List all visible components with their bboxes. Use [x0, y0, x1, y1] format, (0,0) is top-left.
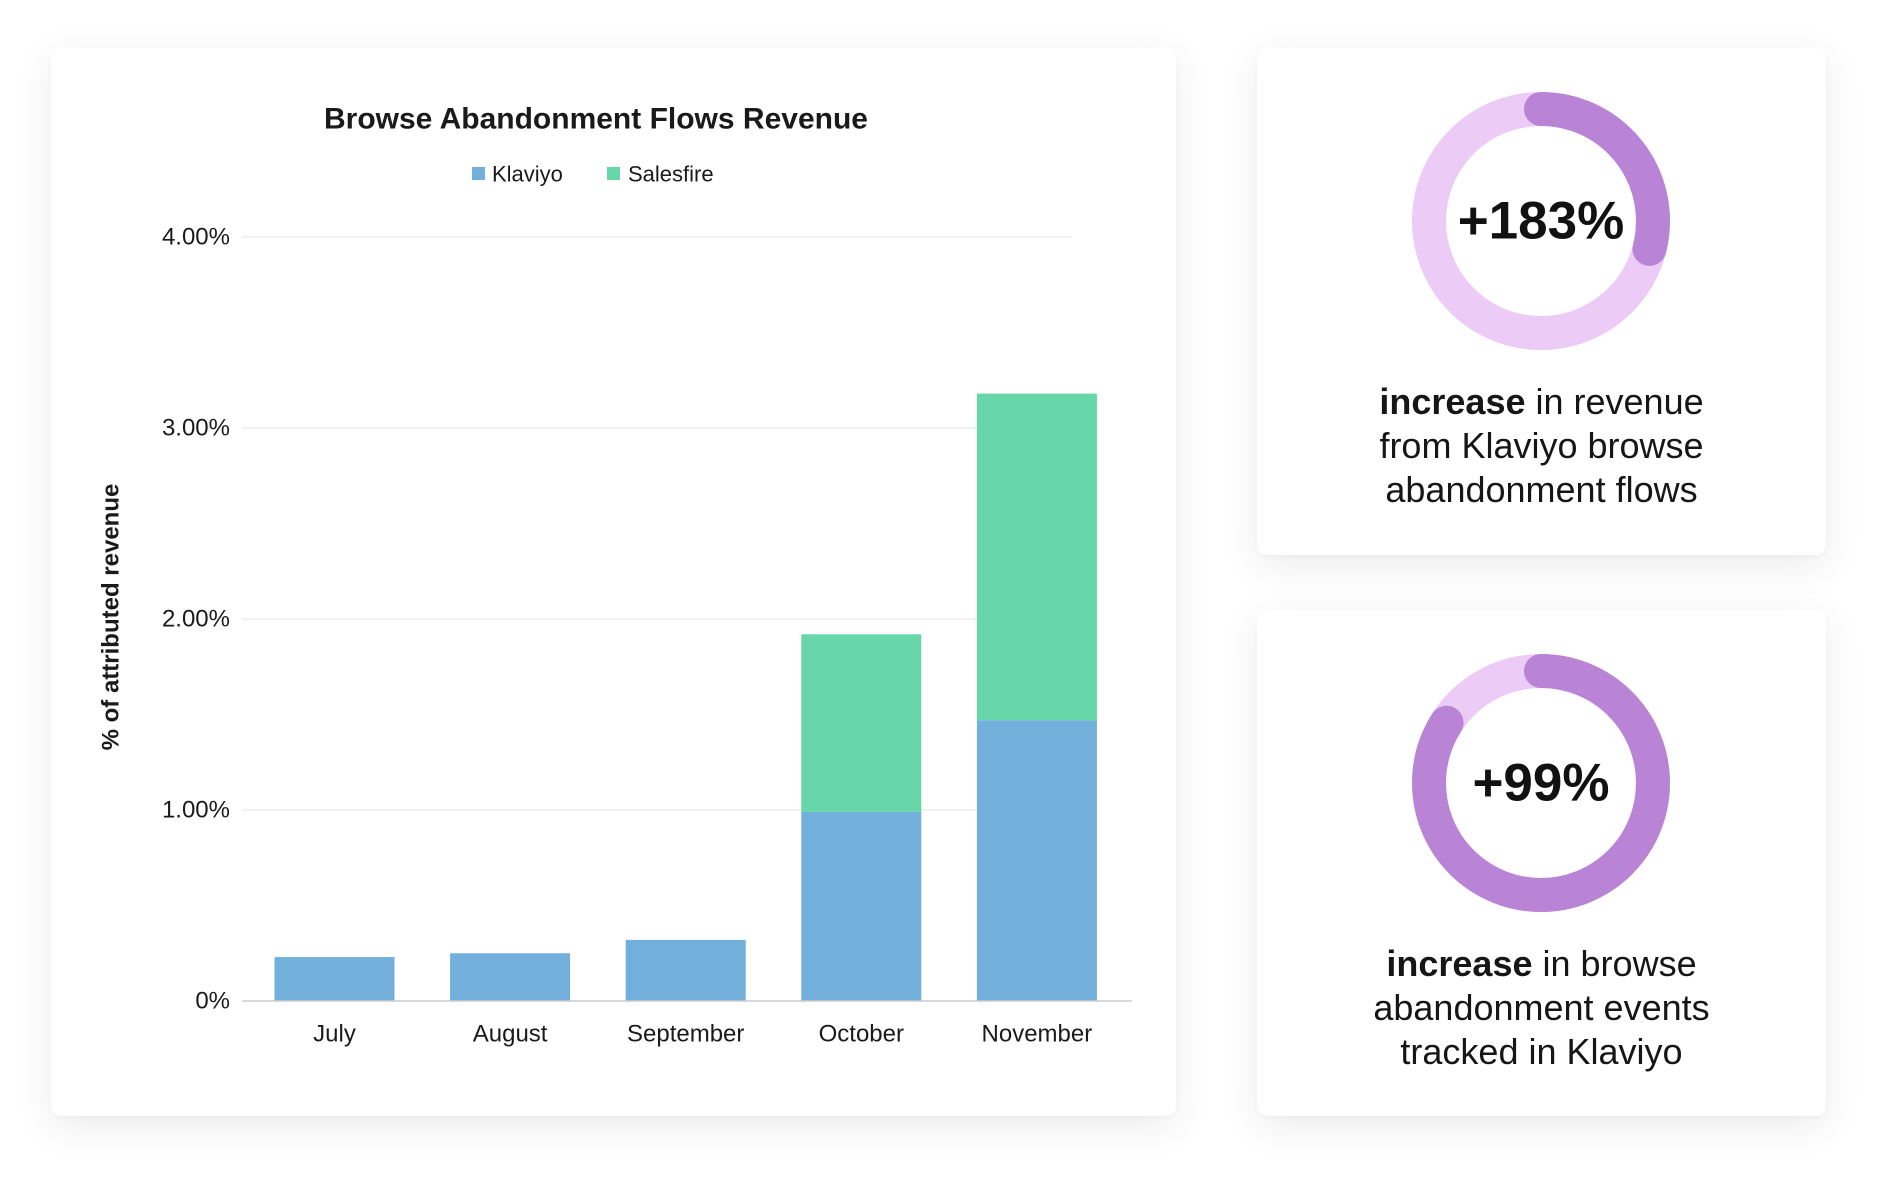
bar-salesfire-november [976, 393, 1097, 721]
ring-progress [1412, 654, 1670, 912]
y-tick-label: 2.00% [162, 606, 230, 633]
x-tick-label: October [819, 1021, 904, 1048]
stat-description-line: increase in revenue [1257, 380, 1826, 424]
stacked-bar-chart: Browse Abandonment Flows Revenue Klaviyo… [98, 103, 1132, 1048]
bar-salesfire-october [801, 634, 922, 812]
y-axis-title: % of attributed revenue [98, 484, 125, 751]
y-axis-ticks: 0% 1.00% 2.00% 3.00% 4.00% [162, 224, 230, 1015]
y-tick-label: 3.00% [162, 415, 230, 442]
bar-klaviyo-july [274, 957, 395, 1001]
x-tick-label: July [313, 1021, 356, 1048]
legend-label-salesfire: Salesfire [628, 162, 714, 187]
gridlines [242, 236, 1072, 811]
x-tick-label: September [627, 1021, 744, 1048]
legend-swatch-salesfire [607, 167, 620, 180]
x-tick-label: November [982, 1021, 1093, 1048]
stat-value: +183% [1458, 192, 1625, 251]
chart-title: Browse Abandonment Flows Revenue [324, 103, 868, 136]
bar-klaviyo-november [976, 720, 1097, 1001]
stat-description: increase in revenue from Klaviyo browse … [1257, 380, 1826, 512]
chart-card: Browse Abandonment Flows Revenue Klaviyo… [51, 48, 1176, 1116]
stat-description-text: in revenue [1535, 381, 1704, 422]
donut-chart: +183% [1412, 92, 1670, 350]
legend: Klaviyo Salesfire [472, 162, 714, 187]
stat-value: +99% [1472, 754, 1609, 813]
stat-card-events: +99% increase in browse abandonment even… [1257, 610, 1826, 1116]
stat-emphasis: increase [1386, 943, 1533, 984]
donut-chart: +99% [1412, 654, 1670, 912]
bar-klaviyo-september [625, 939, 746, 1001]
x-tick-label: August [473, 1021, 548, 1048]
stat-description-line: abandonment flows [1385, 469, 1698, 510]
legend-label-klaviyo: Klaviyo [492, 162, 563, 187]
bars [274, 393, 1097, 1001]
stat-description-line: abandonment events [1373, 987, 1710, 1028]
bar-klaviyo-august [450, 953, 571, 1001]
stat-description-text: in browse [1542, 943, 1697, 984]
stat-description-line: from Klaviyo browse [1379, 425, 1704, 466]
y-tick-label: 0% [195, 988, 230, 1015]
ring-progress [1412, 92, 1670, 350]
stat-emphasis: increase [1379, 381, 1526, 422]
y-tick-label: 1.00% [162, 797, 230, 824]
stat-card-revenue: +183% increase in revenue from Klaviyo b… [1257, 48, 1826, 555]
legend-swatch-klaviyo [472, 167, 485, 180]
stat-description: increase in browse abandonment events tr… [1257, 942, 1826, 1074]
bar-klaviyo-october [801, 811, 922, 1001]
stat-description-line: increase in browse [1257, 942, 1826, 986]
stat-description-line: tracked in Klaviyo [1400, 1031, 1683, 1072]
y-tick-label: 4.00% [162, 224, 230, 251]
x-axis-ticks: July August September October November [313, 1021, 1092, 1048]
